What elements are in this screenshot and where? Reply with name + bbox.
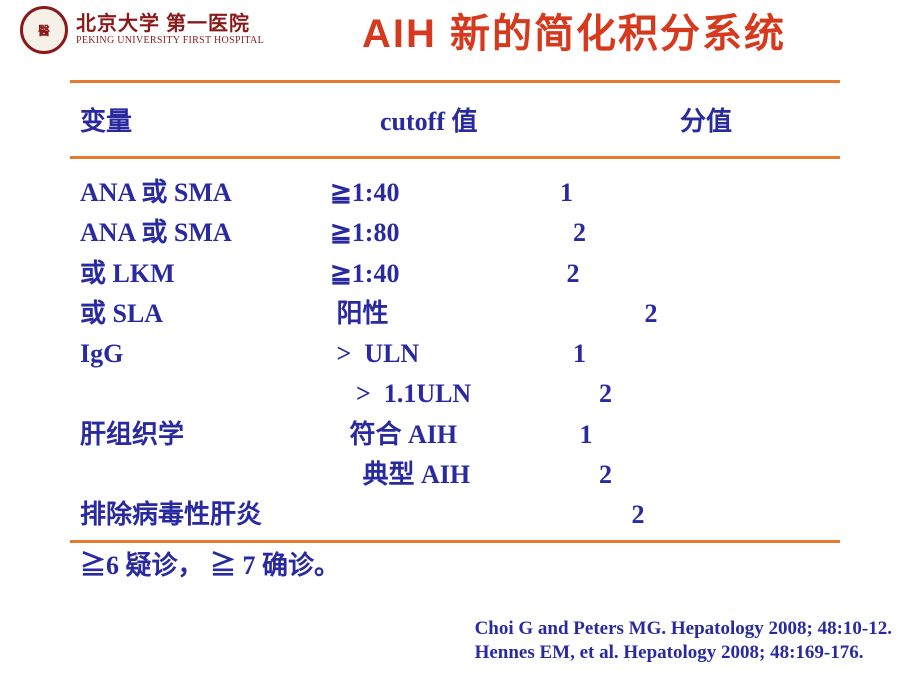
- cell-variable: 或 LKM: [80, 254, 330, 294]
- table-body: ANA 或 SMA≧1:401ANA 或 SMA≧1:80 2或 LKM≧1:4…: [70, 159, 840, 540]
- cell-variable: 排除病毒性肝炎: [80, 495, 330, 535]
- cell-cutoff: > ULN: [330, 334, 560, 374]
- table-header: 变量 cutoff 值 分值: [70, 83, 840, 156]
- cell-variable: IgG: [80, 334, 330, 374]
- cell-variable: 肝组织学: [80, 415, 330, 455]
- col-cutoff: cutoff 值: [380, 101, 640, 138]
- table-row: ANA 或 SMA≧1:401: [80, 173, 840, 213]
- cell-score: 2: [560, 294, 840, 334]
- cell-score: 2: [560, 213, 840, 253]
- col-score: 分值: [640, 101, 840, 138]
- references: Choi G and Peters MG. Hepatology 2008; 4…: [475, 617, 892, 666]
- institution-name: 北京大学 第一医院 PEKING UNIVERSITY FIRST HOSPIT…: [76, 14, 264, 46]
- cell-cutoff: > 1.1ULN: [330, 374, 560, 414]
- cell-cutoff: 典型 AIH: [330, 455, 560, 495]
- cell-score: 2: [560, 254, 840, 294]
- cell-cutoff: 阳性: [330, 294, 560, 334]
- cell-score: 2: [560, 374, 840, 414]
- cell-cutoff: ≧1:40: [330, 254, 560, 294]
- cell-score: 2: [560, 495, 840, 535]
- table-row: 肝组织学 符合 AIH 1: [80, 415, 840, 455]
- table-row: > 1.1ULN 2: [80, 374, 840, 414]
- slide-title: AIH 新的简化积分系统: [288, 1, 900, 59]
- institution-name-cn: 北京大学 第一医院: [76, 14, 264, 34]
- table-row: 典型 AIH 2: [80, 455, 840, 495]
- cell-cutoff: [330, 495, 560, 535]
- cell-score: 1: [560, 415, 840, 455]
- institution-name-en: PEKING UNIVERSITY FIRST HOSPITAL: [76, 36, 264, 46]
- cell-cutoff: ≧1:40: [330, 173, 560, 213]
- institution-logo-icon: 醫: [20, 6, 68, 54]
- cell-variable: [80, 374, 330, 414]
- cell-variable: ANA 或 SMA: [80, 173, 330, 213]
- slide-header: 醫 北京大学 第一医院 PEKING UNIVERSITY FIRST HOSP…: [0, 0, 920, 60]
- scoring-table: 变量 cutoff 值 分值 ANA 或 SMA≧1:401ANA 或 SMA≧…: [70, 80, 840, 582]
- cell-variable: [80, 455, 330, 495]
- cell-variable: ANA 或 SMA: [80, 213, 330, 253]
- cell-score: 2: [560, 455, 840, 495]
- table-row: 或 SLA 阳性 2: [80, 294, 840, 334]
- diagnosis-rule: ≧6 疑诊， ≧ 7 确诊。: [70, 543, 840, 582]
- table-row: 或 LKM≧1:40 2: [80, 254, 840, 294]
- table-row: 排除病毒性肝炎 2: [80, 495, 840, 535]
- col-variable: 变量: [70, 101, 380, 138]
- cell-cutoff: ≧1:80: [330, 213, 560, 253]
- reference-line: Choi G and Peters MG. Hepatology 2008; 4…: [475, 617, 892, 642]
- cell-score: 1: [560, 334, 840, 374]
- table-row: IgG > ULN 1: [80, 334, 840, 374]
- cell-variable: 或 SLA: [80, 294, 330, 334]
- reference-line: Hennes EM, et al. Hepatology 2008; 48:16…: [475, 641, 892, 666]
- cell-score: 1: [560, 173, 840, 213]
- table-row: ANA 或 SMA≧1:80 2: [80, 213, 840, 253]
- cell-cutoff: 符合 AIH: [330, 415, 560, 455]
